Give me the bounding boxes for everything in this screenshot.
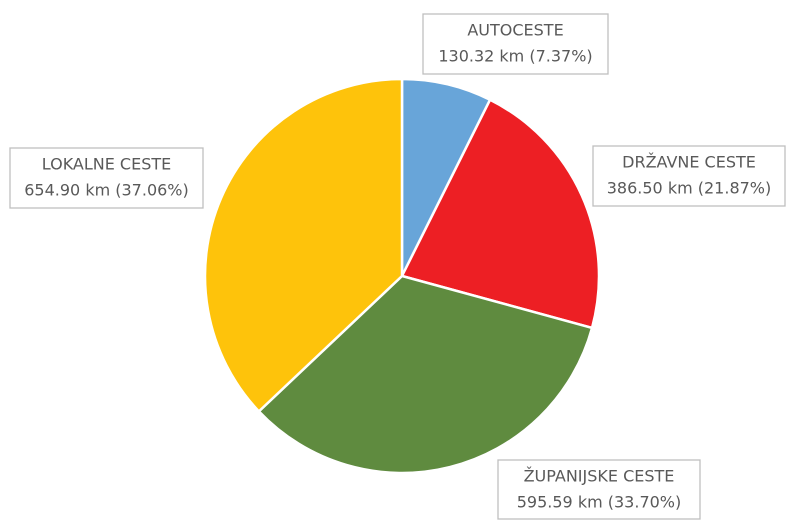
label-value: 386.50 km (21.87%): [607, 179, 772, 198]
label-name: AUTOCESTE: [467, 21, 563, 40]
label-box: [422, 13, 609, 75]
label-name: LOKALNE CESTE: [42, 155, 172, 174]
label-name: ŽUPANIJSKE CESTE: [524, 467, 675, 486]
pie-slice: [203, 77, 404, 414]
label-value: 595.59 km (33.70%): [517, 493, 682, 512]
data-label: ŽUPANIJSKE CESTE 595.59 km (33.70%): [497, 459, 701, 520]
label-box: [592, 145, 786, 207]
label-box: [9, 147, 204, 209]
label-value: 130.32 km (7.37%): [438, 47, 592, 66]
pie-slice: [257, 274, 594, 475]
label-box: [497, 459, 701, 520]
label-value: 654.90 km (37.06%): [24, 181, 189, 200]
data-label: LOKALNE CESTE 654.90 km (37.06%): [9, 147, 204, 209]
data-label: DRŽAVNE CESTE 386.50 km (21.87%): [592, 145, 786, 207]
pie-slice: [400, 98, 601, 330]
label-name: DRŽAVNE CESTE: [622, 153, 756, 172]
data-label: AUTOCESTE 130.32 km (7.37%): [422, 13, 609, 75]
